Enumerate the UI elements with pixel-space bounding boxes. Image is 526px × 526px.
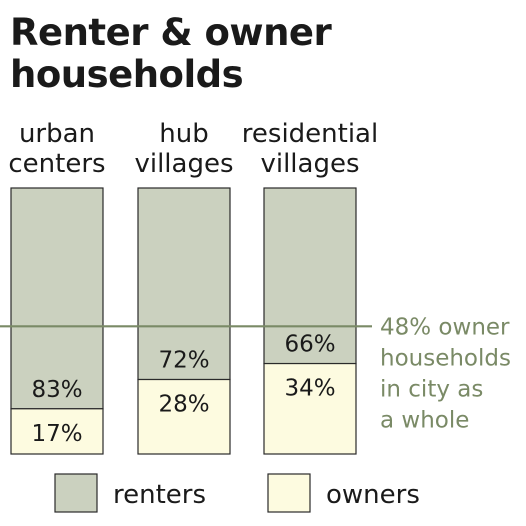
category-label: centers	[8, 149, 105, 179]
category-label: villages	[134, 149, 233, 179]
bar-segment-owners	[10, 408, 104, 455]
legend-label: renters	[113, 480, 206, 510]
value-label-renters: 83%	[31, 377, 82, 403]
legend-swatch	[267, 473, 311, 513]
legend-swatch	[54, 473, 98, 513]
category-label: hub	[159, 119, 208, 149]
reference-label: a whole	[380, 407, 469, 433]
value-label-renters: 72%	[158, 348, 209, 374]
bar-segment-owners	[263, 362, 357, 455]
reference-label: 48% owner	[380, 314, 510, 340]
category-label: residential	[242, 119, 378, 149]
category-label: villages	[260, 149, 359, 179]
bar-segment-renters	[10, 187, 104, 410]
chart-title: Renter & owner households	[10, 12, 390, 96]
value-label-renters: 66%	[284, 332, 335, 358]
value-label-owners: 28%	[158, 392, 209, 418]
value-label-owners: 17%	[31, 421, 82, 447]
chart-title-line-2: households	[10, 53, 244, 96]
reference-label: households	[380, 345, 511, 371]
bar-segment-renters	[137, 187, 231, 381]
bar-segment-owners	[137, 378, 231, 455]
bar-segment-renters	[263, 187, 357, 365]
chart-title-line-1: Renter & owner	[10, 11, 332, 54]
value-label-owners: 34%	[284, 376, 335, 402]
legend-label: owners	[326, 480, 420, 510]
reference-label: in city as	[380, 376, 483, 402]
category-label: urban	[19, 119, 95, 149]
